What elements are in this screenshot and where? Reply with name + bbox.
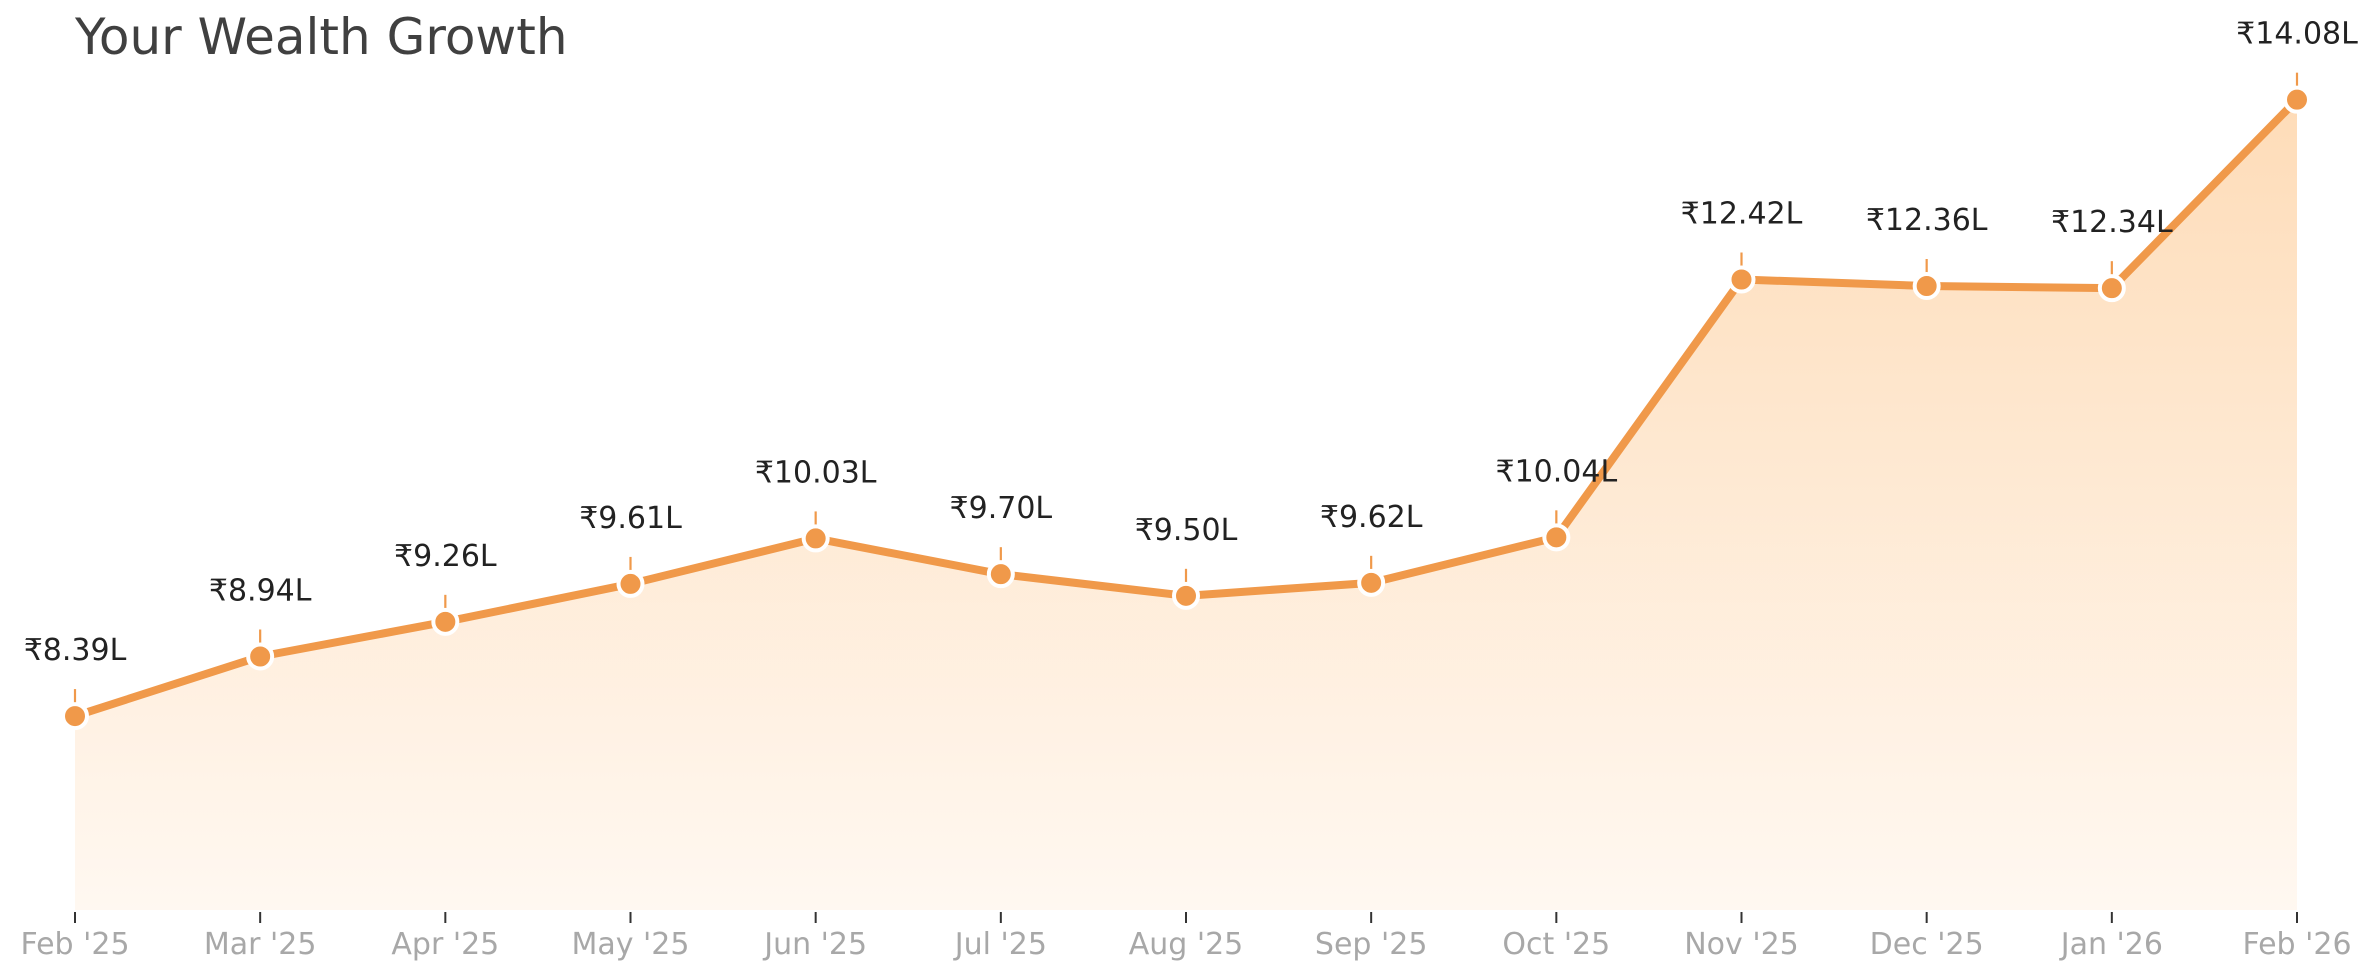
data-label: ₹8.94L bbox=[209, 574, 312, 609]
data-label: ₹9.70L bbox=[950, 491, 1053, 526]
data-point[interactable] bbox=[986, 560, 1015, 589]
data-label: ₹9.61L bbox=[579, 501, 682, 536]
data-label: ₹14.08L bbox=[2236, 17, 2358, 52]
data-label: ₹9.26L bbox=[394, 539, 497, 574]
x-tick-label: Apr '25 bbox=[391, 927, 499, 962]
data-point[interactable] bbox=[2097, 274, 2126, 303]
data-point[interactable] bbox=[1727, 265, 1756, 294]
chart-title: Your Wealth Growth bbox=[75, 8, 568, 66]
x-tick-label: Jan '26 bbox=[2059, 927, 2163, 962]
x-tick-label: Mar '25 bbox=[204, 927, 317, 962]
data-label: ₹12.34L bbox=[2051, 205, 2173, 240]
data-points bbox=[61, 85, 2311, 731]
data-point[interactable] bbox=[1542, 523, 1571, 552]
x-tick-label: Jun '25 bbox=[762, 927, 867, 962]
x-tick-label: Feb '26 bbox=[2242, 927, 2351, 962]
data-point[interactable] bbox=[801, 524, 830, 553]
x-axis: Feb '25 Mar '25 Apr '25 May '25 Jun '25 Jul '… bbox=[20, 912, 2352, 962]
data-point[interactable] bbox=[1172, 581, 1200, 610]
data-label: ₹10.03L bbox=[755, 455, 877, 490]
data-point[interactable] bbox=[246, 642, 275, 671]
x-tick-label: Aug '25 bbox=[1129, 927, 1244, 962]
data-point[interactable] bbox=[1912, 272, 1941, 300]
x-tick-label: Dec '25 bbox=[1870, 927, 1984, 962]
data-point[interactable] bbox=[2283, 85, 2311, 114]
x-tick-label: Sep '25 bbox=[1315, 927, 1428, 962]
data-label: ₹12.42L bbox=[1681, 197, 1803, 232]
data-point[interactable] bbox=[1357, 568, 1386, 597]
data-label: ₹9.50L bbox=[1135, 513, 1238, 548]
area-fill bbox=[75, 99, 2297, 911]
x-tick-label: Jul '25 bbox=[953, 927, 1047, 962]
data-point[interactable] bbox=[61, 702, 89, 731]
x-tick-label: Feb '25 bbox=[20, 927, 129, 962]
x-tick-label: Oct '25 bbox=[1502, 927, 1610, 962]
x-tick-label: Nov '25 bbox=[1684, 927, 1799, 962]
data-label: ₹8.39L bbox=[24, 633, 127, 668]
data-label: ₹12.36L bbox=[1866, 203, 1988, 238]
data-label: ₹10.04L bbox=[1495, 454, 1617, 489]
data-label: ₹9.62L bbox=[1320, 500, 1423, 535]
data-point[interactable] bbox=[616, 569, 645, 598]
x-tick-label: May '25 bbox=[572, 927, 690, 962]
data-labels: ₹8.39L ₹8.94L ₹9.26L ₹9.61L ₹10.03L ₹9.70L ₹9.… bbox=[24, 17, 2358, 668]
data-point[interactable] bbox=[431, 607, 460, 636]
